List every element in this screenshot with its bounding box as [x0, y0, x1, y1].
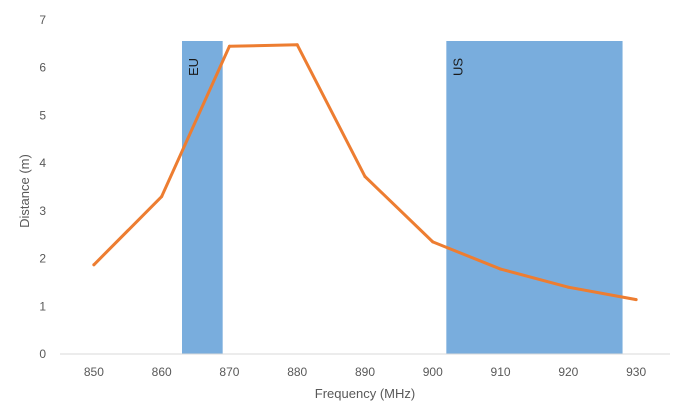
x-tick-labels: 850 860 870 880 890 900 910 920 930 — [84, 365, 647, 379]
x-tick-label: 890 — [355, 365, 375, 379]
x-tick-label: 900 — [423, 365, 443, 379]
band-eu — [182, 41, 223, 354]
y-tick-label: 0 — [39, 347, 46, 361]
series-point — [431, 240, 435, 244]
series-point — [566, 285, 570, 289]
x-tick-label: 850 — [84, 365, 104, 379]
band-label-us: US — [450, 58, 465, 76]
band-label-eu: EU — [186, 58, 201, 76]
band-us — [446, 41, 623, 354]
x-tick-label: 920 — [558, 365, 578, 379]
bands-layer: EU US — [182, 41, 623, 354]
y-tick-label: 5 — [39, 108, 46, 122]
series-point — [499, 267, 503, 271]
y-tick-label: 2 — [39, 252, 46, 266]
series-point — [634, 298, 638, 302]
y-axis-title: Distance (m) — [17, 154, 32, 228]
y-tick-label: 1 — [39, 299, 46, 313]
series-point — [363, 175, 367, 179]
series-point — [160, 195, 164, 199]
y-tick-label: 6 — [39, 61, 46, 75]
x-tick-label: 880 — [287, 365, 307, 379]
y-tick-labels: 0 1 2 3 4 5 6 7 — [39, 13, 46, 361]
series-layer — [92, 43, 638, 302]
x-tick-label: 930 — [626, 365, 646, 379]
x-tick-label: 860 — [152, 365, 172, 379]
series-point — [227, 44, 231, 48]
x-tick-label: 910 — [491, 365, 511, 379]
x-tick-label: 870 — [219, 365, 239, 379]
x-axis-title: Frequency (MHz) — [315, 386, 415, 401]
y-tick-label: 4 — [39, 156, 46, 170]
series-point — [295, 43, 299, 47]
y-tick-label: 3 — [39, 204, 46, 218]
y-tick-label: 7 — [39, 13, 46, 27]
series-point — [92, 263, 96, 267]
